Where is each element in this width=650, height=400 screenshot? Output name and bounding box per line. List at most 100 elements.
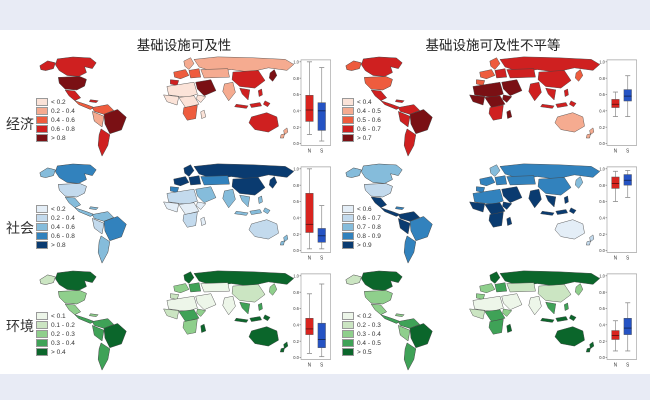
map-region-indonesia (540, 207, 577, 216)
map-region-nz (279, 127, 289, 139)
map-region-argentina (403, 235, 417, 264)
legend-label: 0.4 - 0.6 (51, 223, 75, 231)
map-region-nafrica (472, 188, 504, 205)
boxplot: 1.0 0.8 0.6 0.4 0.2 0.0 N S (599, 59, 637, 155)
map-region-india (222, 295, 236, 316)
map-region-safrica (488, 318, 504, 335)
map-region-australia (554, 219, 585, 240)
map-region-china (537, 177, 572, 196)
legend-swatch (36, 205, 48, 213)
legend-entry: 0.3 - 0.4 (36, 339, 75, 347)
legend-swatch (342, 348, 354, 356)
legend-label: 0.3 - 0.4 (357, 330, 381, 338)
legend-entry: < 0.4 (342, 98, 381, 106)
map-region-eafrica (502, 94, 513, 103)
map-region-argentina (97, 342, 111, 371)
panel-society-inequality: < 0.6 0.6 - 0.7 0.7 - 0.8 0.8 - 0.9 > 0.9 1.0… (340, 163, 640, 267)
map-region-china (231, 177, 266, 196)
y-tick-label: 0.2 (599, 125, 605, 130)
americas-map (39, 56, 127, 157)
legend-entry: < 0.2 (36, 205, 75, 213)
map-region-cafrica (484, 309, 506, 322)
y-tick-label: 1.0 (293, 166, 299, 171)
map-region-mexico (64, 303, 82, 315)
map-region-japan (269, 69, 278, 82)
map-region-eeurope (494, 282, 507, 293)
map-region-india (528, 295, 542, 316)
panel-society-access: < 0.2 0.2 - 0.4 0.4 - 0.6 0.6 - 0.8 > 0.8 1.0… (34, 163, 334, 267)
map-region-caribbean (395, 206, 405, 210)
legend-label: 0.2 - 0.3 (357, 321, 381, 329)
legend-label: 0.1 - 0.2 (51, 321, 75, 329)
box (611, 99, 620, 108)
legend-swatch (342, 134, 354, 142)
legend-entry: 0.4 - 0.6 (36, 116, 75, 124)
map-region-casia (506, 282, 536, 293)
map-region-canada (361, 56, 403, 77)
map-region-usa (58, 183, 87, 198)
x-category-label: N (308, 148, 312, 154)
map-region-alaska (39, 274, 56, 285)
map-region-eafrica (502, 308, 513, 317)
map-region-safrica (488, 211, 504, 228)
legend-label: < 0.1 (51, 312, 66, 320)
map-region-china (537, 70, 572, 89)
map-region-seasia (545, 194, 557, 208)
map-region-australia (554, 326, 585, 347)
map-region-argentina (403, 128, 417, 157)
map-region-alaska (345, 274, 362, 285)
y-tick-label: 0.6 (599, 306, 605, 311)
map-region-peru (397, 111, 411, 128)
map-region-safrica (182, 318, 198, 335)
map-region-japan (575, 176, 584, 189)
map-region-scandinavia (183, 57, 195, 70)
legend-swatch (342, 232, 354, 240)
y-tick-label: 0.4 (599, 215, 605, 220)
legend-entry: > 0.4 (36, 348, 75, 356)
map-region-peru (397, 325, 411, 342)
legend-label: 0.7 - 0.8 (357, 223, 381, 231)
map-region-japan (575, 283, 584, 296)
map-region-seasia (545, 87, 557, 101)
map-region-camerica (380, 207, 401, 217)
map-region-madagascar (200, 216, 207, 226)
map-region-nafrica (166, 188, 198, 205)
map-region-argentina (403, 342, 417, 371)
row-label-society: 社会 (6, 220, 34, 236)
map-region-eeurope (188, 68, 201, 79)
x-category-label: N (308, 362, 312, 368)
map-region-nz (585, 341, 595, 353)
map-region-nafrica (166, 295, 198, 312)
map-region-peru (91, 111, 105, 128)
map-region-alaska (39, 167, 56, 178)
map-region-mideast (195, 186, 217, 203)
legend-entry: 0.3 - 0.4 (342, 330, 381, 338)
map-region-madagascar (506, 216, 513, 226)
legend-label: 0.6 - 0.8 (51, 232, 75, 240)
map-region-brazil (103, 109, 127, 135)
map-region-wafrica (163, 308, 180, 320)
map-region-philippines (258, 302, 263, 311)
legend-entry: 0.5 - 0.6 (342, 116, 381, 124)
map-region-eeurope (188, 282, 201, 293)
legend-entry: 0.8 - 0.9 (342, 232, 381, 240)
map-region-peru (91, 218, 105, 235)
map-region-india (222, 188, 236, 209)
y-tick-label: 0.6 (293, 306, 299, 311)
box (611, 176, 620, 189)
map-region-eafrica (196, 201, 207, 210)
americas-map (345, 56, 433, 157)
map-region-caribbean (395, 313, 405, 317)
map-region-safrica (182, 104, 198, 121)
map-region-nz (585, 127, 595, 139)
eastern-hemisphere-map (163, 163, 295, 246)
legend-swatch (342, 205, 354, 213)
map-region-alaska (345, 60, 362, 71)
x-category-label: N (614, 362, 618, 368)
map-region-canada (55, 56, 97, 77)
legend-label: > 0.4 (51, 348, 66, 356)
y-tick-label: 1.0 (599, 273, 605, 278)
box (623, 318, 632, 335)
legend-swatch (36, 241, 48, 249)
map-region-india (222, 81, 236, 102)
